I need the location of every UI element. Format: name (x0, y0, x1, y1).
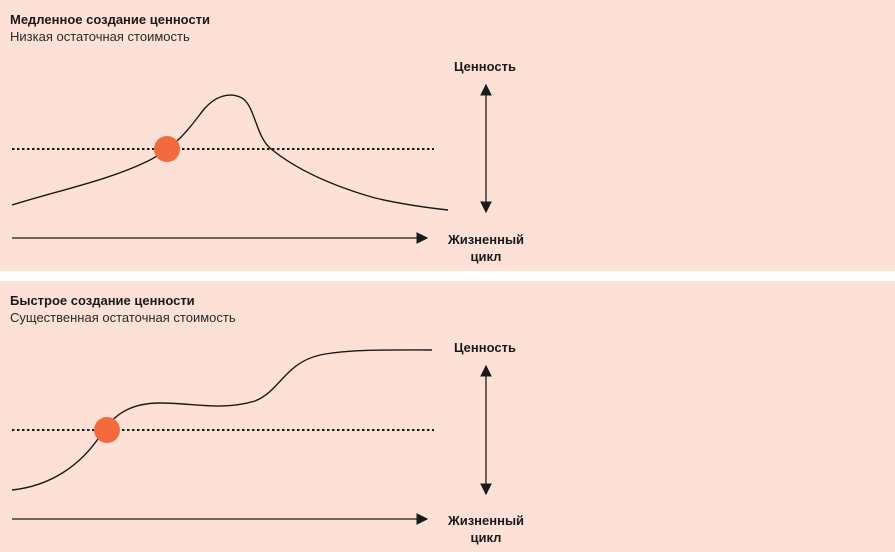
value-curve (11, 349, 433, 491)
fast-value-panel: Быстрое создание ценности Существенная о… (0, 281, 895, 552)
value-axis-label: Ценность (454, 59, 516, 74)
slow-value-diagram (11, 83, 492, 244)
panel-subtitle: Низкая остаточная стоимость (10, 29, 190, 44)
value-curve (11, 94, 449, 211)
slow-value-panel: Медленное создание ценности Низкая остат… (0, 0, 895, 271)
breakeven-marker (154, 136, 180, 162)
panel-subtitle: Существенная остаточная стоимость (10, 310, 236, 325)
fast-value-diagram (11, 349, 492, 525)
lifecycle-label-line2: цикл (470, 249, 502, 264)
lifecycle-label-line1: Жизненный (447, 232, 525, 247)
panel-title: Быстрое создание ценности (10, 293, 195, 308)
lifecycle-axis-label: Жизненный цикл (436, 231, 536, 265)
panel-title: Медленное создание ценности (10, 12, 211, 27)
value-axis-label: Ценность (454, 340, 516, 355)
lifecycle-axis-label: Жизненный цикл (436, 512, 536, 546)
lifecycle-label-line2: цикл (470, 530, 502, 545)
lifecycle-label-line1: Жизненный (447, 513, 525, 528)
breakeven-marker (94, 417, 120, 443)
